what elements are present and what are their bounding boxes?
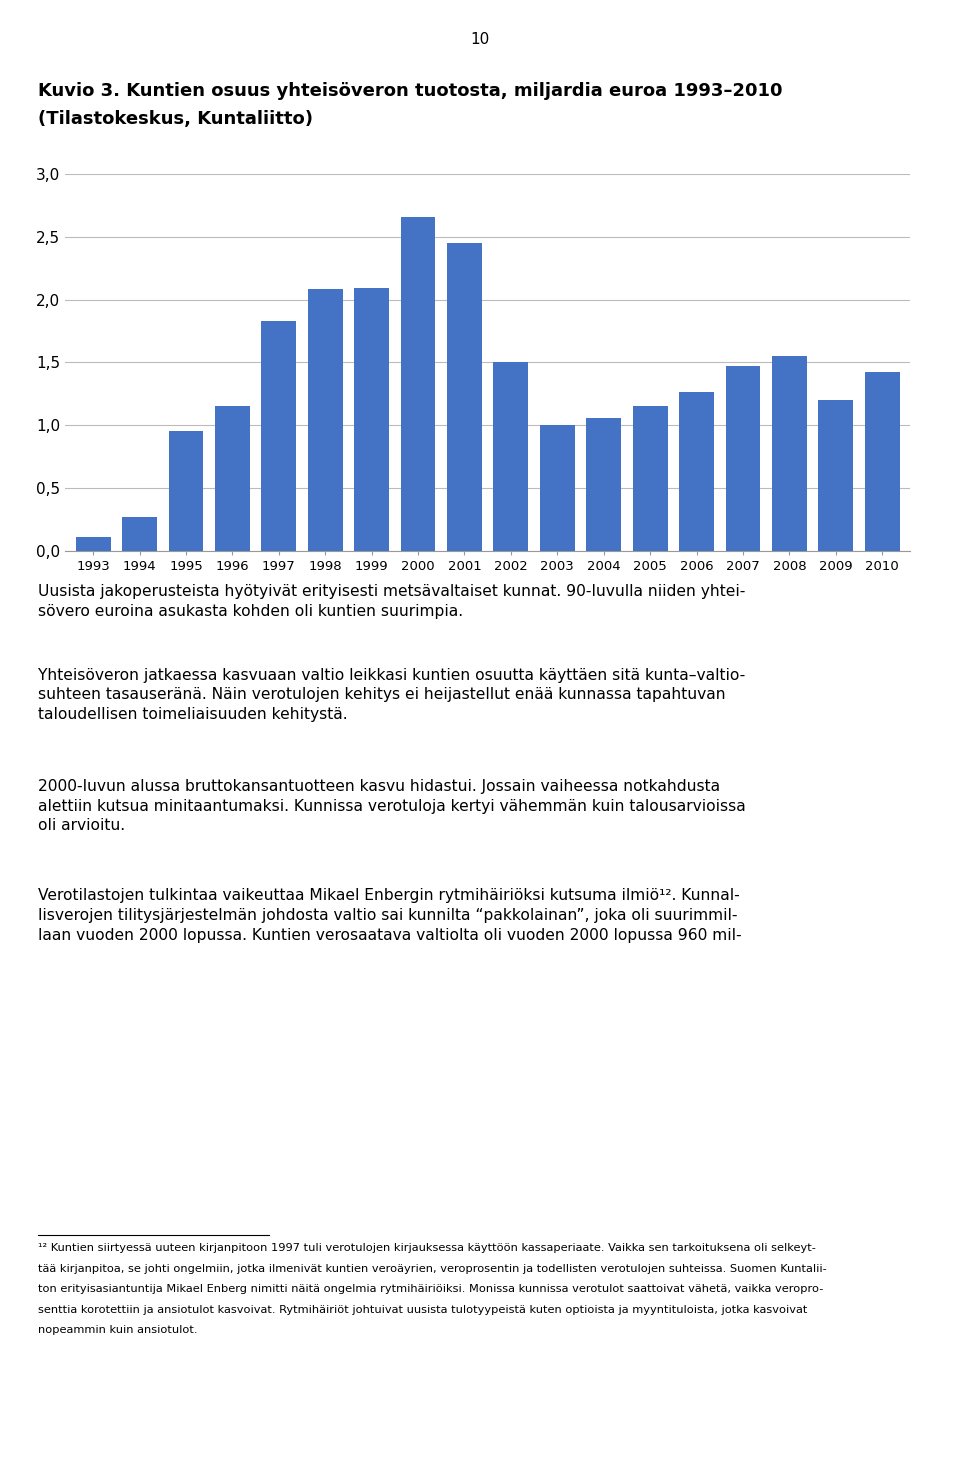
Text: tää kirjanpitoa, se johti ongelmiin, jotka ilmenivät kuntien veroäyrien, veropro: tää kirjanpitoa, se johti ongelmiin, jot… [38, 1264, 828, 1274]
Bar [587, 418, 621, 551]
Bar [122, 517, 156, 551]
Bar [540, 425, 575, 551]
Text: nopeammin kuin ansiotulot.: nopeammin kuin ansiotulot. [38, 1325, 198, 1335]
Bar [261, 321, 297, 551]
Text: (Tilastokeskus, Kuntaliitto): (Tilastokeskus, Kuntaliitto) [38, 110, 313, 127]
Bar [493, 362, 528, 551]
Bar [308, 289, 343, 551]
Text: 2000-luvun alussa bruttokansantuotteen kasvu hidastui. Jossain vaiheessa notkahd: 2000-luvun alussa bruttokansantuotteen k… [38, 779, 746, 833]
Text: Yhteisöveron jatkaessa kasvuaan valtio leikkasi kuntien osuutta käyttäen sitä ku: Yhteisöveron jatkaessa kasvuaan valtio l… [38, 668, 746, 722]
Bar [772, 356, 806, 551]
Text: Verotilastojen tulkintaa vaikeuttaa Mikael Enbergin rytmihäiriöksi kutsuma ilmiö: Verotilastojen tulkintaa vaikeuttaa Mika… [38, 888, 742, 942]
Bar [726, 367, 760, 551]
Bar [819, 400, 853, 551]
Bar [447, 243, 482, 551]
Text: senttia korotettiin ja ansiotulot kasvoivat. Rytmihäiriöt johtuivat uusista tulo: senttia korotettiin ja ansiotulot kasvoi… [38, 1305, 807, 1315]
Text: ¹² Kuntien siirtyessä uuteen kirjanpitoon 1997 tuli verotulojen kirjauksessa käy: ¹² Kuntien siirtyessä uuteen kirjanpitoo… [38, 1243, 816, 1254]
Bar [633, 406, 667, 551]
Bar [400, 216, 436, 551]
Bar [865, 373, 900, 551]
Bar [679, 393, 714, 551]
Text: ton erityisasiantuntija Mikael Enberg nimitti näitä ongelmia rytmihäiriöiksi. Mo: ton erityisasiantuntija Mikael Enberg ni… [38, 1284, 824, 1294]
Text: 10: 10 [470, 32, 490, 47]
Bar [354, 288, 389, 551]
Text: Uusista jakoperusteista hyötyivät erityisesti metsävaltaiset kunnat. 90-luvulla : Uusista jakoperusteista hyötyivät erityi… [38, 584, 746, 619]
Bar [76, 538, 110, 551]
Text: Kuvio 3. Kuntien osuus yhteisöveron tuotosta, miljardia euroa 1993–2010: Kuvio 3. Kuntien osuus yhteisöveron tuot… [38, 82, 783, 99]
Bar [215, 406, 250, 551]
Bar [169, 431, 204, 551]
